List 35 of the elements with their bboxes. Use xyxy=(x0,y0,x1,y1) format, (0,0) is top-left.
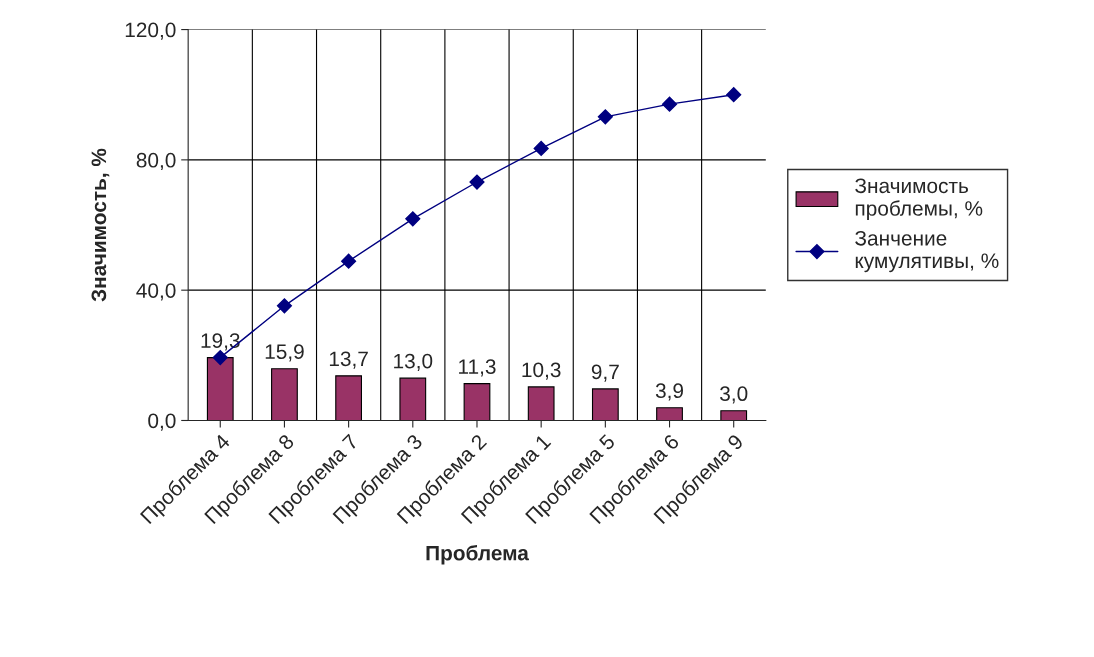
point xyxy=(533,140,549,157)
x-axis-title: Проблема xyxy=(426,544,529,565)
bar xyxy=(720,410,748,421)
bar xyxy=(399,377,427,421)
y-tick-label: 0,0 xyxy=(148,413,176,431)
bar xyxy=(591,388,619,421)
bar xyxy=(271,368,298,421)
bar xyxy=(656,407,683,421)
bar xyxy=(335,375,363,421)
data-label: 15,9 xyxy=(265,344,304,362)
data-label: 13,7 xyxy=(329,351,368,369)
point xyxy=(276,298,293,314)
data-label: 19,3 xyxy=(201,333,240,351)
y-tick-label: 80,0 xyxy=(136,152,176,171)
point xyxy=(726,87,742,103)
data-label: 11,3 xyxy=(459,359,496,377)
data-label: 3,0 xyxy=(720,386,748,404)
point xyxy=(341,253,357,269)
point xyxy=(405,211,421,227)
bar xyxy=(463,383,491,421)
point xyxy=(212,350,228,366)
data-label: 10,3 xyxy=(522,362,561,380)
bar xyxy=(206,357,234,421)
y-axis-title: Значимость, % xyxy=(91,148,110,302)
legend-label: Занчение кумулятивы, % xyxy=(855,230,999,273)
y-tick-label: 40,0 xyxy=(136,283,176,301)
point xyxy=(661,96,678,112)
legend-label: Значимость проблемы, % xyxy=(855,178,983,220)
point xyxy=(597,109,613,125)
bar xyxy=(527,386,555,421)
point xyxy=(469,174,485,190)
data-label: 13,0 xyxy=(394,353,433,371)
y-tick-label: 120,0 xyxy=(125,22,176,40)
data-label: 9,7 xyxy=(591,364,619,382)
data-label: 3,9 xyxy=(655,383,684,401)
